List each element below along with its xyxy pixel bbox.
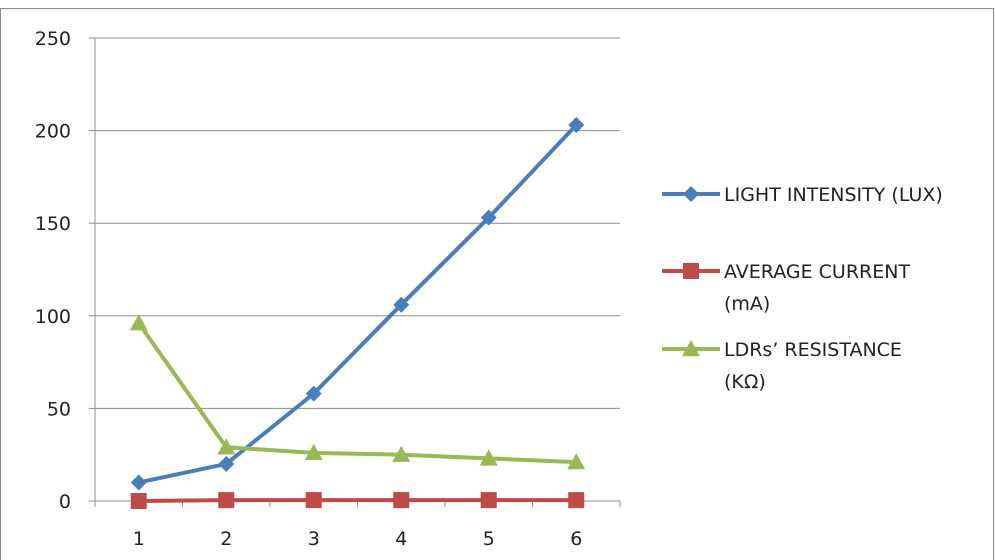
chart-border bbox=[0, 8, 994, 560]
legend-label: AVERAGE CURRENT bbox=[724, 261, 910, 283]
legend-label: (KΩ) bbox=[724, 371, 766, 393]
data-point bbox=[392, 445, 411, 462]
x-tick-label: 5 bbox=[483, 528, 495, 550]
series-line bbox=[137, 322, 577, 465]
x-tick-label: 3 bbox=[308, 528, 320, 550]
data-point bbox=[480, 209, 497, 226]
legend-marker bbox=[683, 186, 699, 202]
x-axis-ticks: 1 2 3 4 5 6 bbox=[94, 501, 621, 550]
series-3 bbox=[129, 314, 586, 470]
x-tick-label: 1 bbox=[133, 528, 145, 550]
data-point bbox=[217, 438, 236, 455]
data-point bbox=[304, 443, 323, 461]
data-point bbox=[479, 449, 498, 466]
legend-item: LIGHT INTENSITY (LUX) bbox=[662, 184, 943, 206]
data-point bbox=[480, 492, 497, 509]
x-tick-label: 2 bbox=[220, 528, 232, 550]
legend-item: AVERAGE CURRENT (mA) bbox=[662, 261, 910, 315]
series-line bbox=[138, 123, 578, 485]
legend: LIGHT INTENSITY (LUX) AVERAGE CURRENT (mA)… bbox=[662, 184, 943, 393]
series-2 bbox=[130, 492, 585, 509]
data-point bbox=[393, 492, 410, 509]
data-point bbox=[393, 296, 410, 313]
legend-marker bbox=[682, 340, 700, 357]
data-point bbox=[567, 453, 586, 470]
x-tick-label: 4 bbox=[395, 528, 407, 550]
legend-label: (mA) bbox=[724, 293, 770, 315]
y-tick-label: 250 bbox=[35, 28, 71, 50]
data-point bbox=[218, 455, 235, 472]
legend-marker bbox=[683, 263, 699, 279]
data-point bbox=[305, 385, 322, 402]
y-tick-label: 200 bbox=[35, 121, 71, 143]
y-tick-label: 50 bbox=[47, 398, 71, 420]
data-point bbox=[129, 314, 148, 331]
legend-item: LDRs’ RESISTANCE (KΩ) bbox=[662, 339, 902, 393]
series-group bbox=[129, 117, 586, 509]
data-point bbox=[130, 474, 147, 491]
y-tick-label: 0 bbox=[59, 491, 71, 513]
data-point bbox=[568, 117, 585, 134]
y-axis-ticks: 0 50 100 150 200 250 bbox=[35, 28, 95, 513]
data-point bbox=[568, 492, 585, 509]
series-line bbox=[138, 498, 577, 503]
x-tick-label: 6 bbox=[570, 528, 582, 550]
data-point bbox=[130, 493, 147, 509]
gridlines bbox=[95, 37, 620, 409]
series-1 bbox=[130, 117, 585, 491]
data-point bbox=[218, 492, 235, 509]
data-point bbox=[305, 492, 322, 509]
legend-label: LIGHT INTENSITY (LUX) bbox=[724, 184, 943, 206]
y-tick-label: 100 bbox=[35, 306, 71, 328]
y-tick-label: 150 bbox=[35, 213, 71, 235]
legend-label: LDRs’ RESISTANCE bbox=[724, 339, 902, 361]
